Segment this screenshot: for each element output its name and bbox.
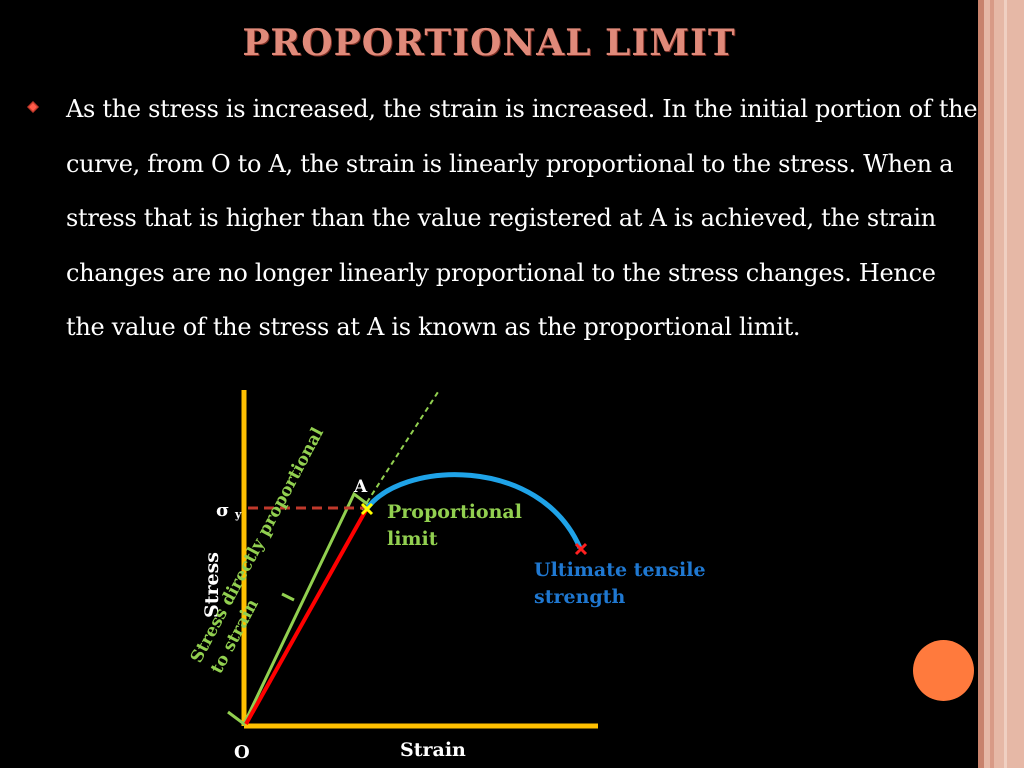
extension-dashed-line <box>361 391 439 511</box>
y-axis-label: Stress <box>201 552 223 618</box>
orange-circle-icon <box>913 640 974 701</box>
sigma-subscript: y <box>234 508 242 521</box>
proportional-limit-label-2: limit <box>387 528 438 550</box>
body-paragraph: As the stress is increased, the strain i… <box>66 95 978 341</box>
slope-tick <box>281 592 295 602</box>
plastic-curve <box>363 472 583 549</box>
uts-label-1: Ultimate tensile <box>534 559 706 581</box>
slope-bracket <box>227 491 371 727</box>
x-axis-label: Strain <box>400 739 466 761</box>
red-diamond-bullet-icon <box>27 101 39 113</box>
slide-title: PROPORTIONAL LIMIT <box>242 22 736 64</box>
slope-label-1: Stress directly proportional <box>187 424 329 666</box>
uts-marker <box>574 542 588 556</box>
proportional-limit-label-1: Proportional <box>387 501 522 523</box>
linear-portion-line <box>244 509 368 725</box>
sigma-symbol: σ <box>216 500 229 521</box>
point-a-label: A <box>353 477 368 497</box>
slope-annotation: Stress directly proportional to strain <box>187 424 329 677</box>
point-a-marker <box>360 502 374 516</box>
uts-label-2: strength <box>534 586 625 608</box>
origin-label: O <box>234 742 250 763</box>
right-frame-border <box>978 0 1024 768</box>
